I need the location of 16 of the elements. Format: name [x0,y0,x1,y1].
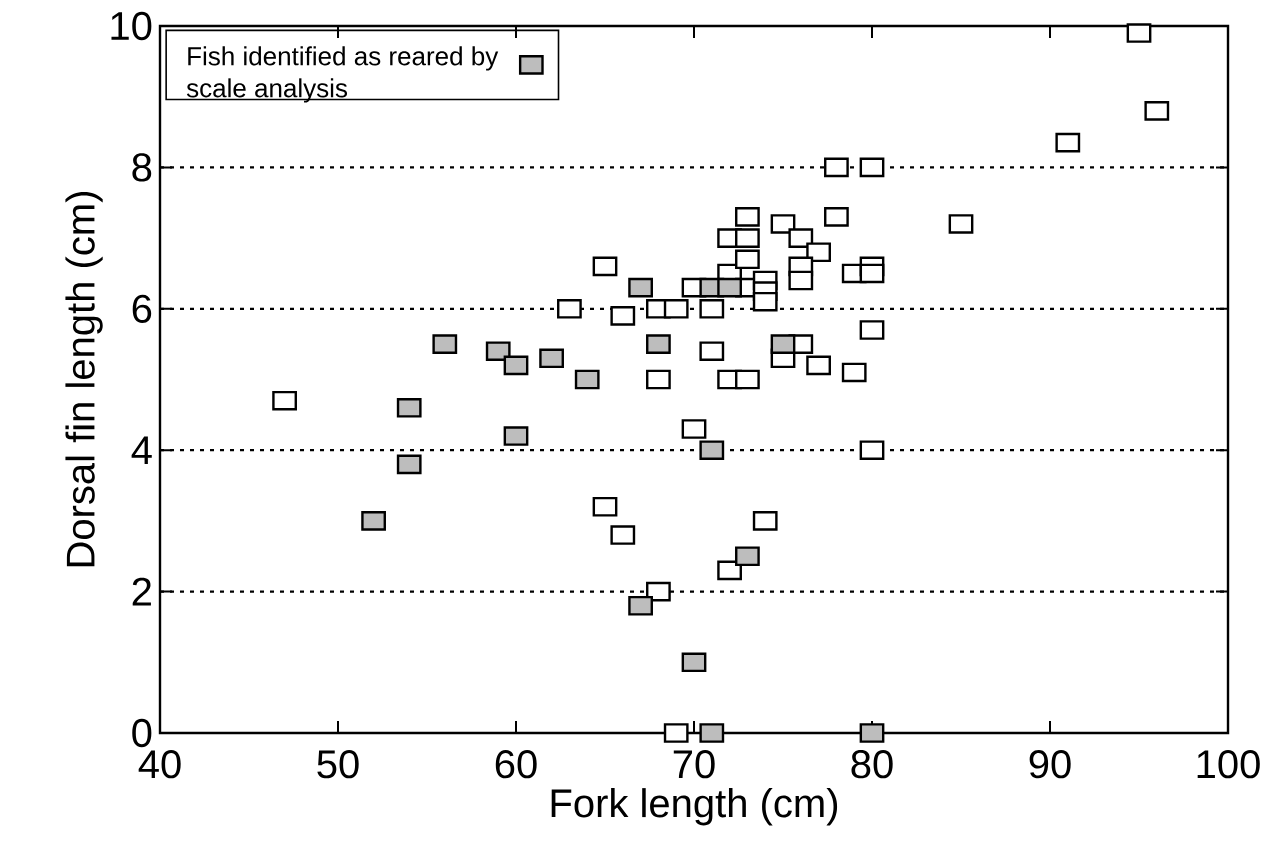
x-tick-label: 90 [1029,750,1071,779]
x-tick-label: 50 [317,750,359,779]
x-tick-label: 80 [851,750,893,779]
y-tick-label: 6 [132,294,152,323]
y-axis-title: Dorsal fin length (cm) [65,191,103,567]
legend-label: Fish identified as reared by scale analysis [186,46,499,103]
x-tick-label: 70 [673,750,715,779]
y-tick-label: 10 [111,11,152,41]
x-tick-label: 40 [138,750,181,779]
x-tick-label: 100 [1197,750,1260,779]
x-axis-title: Fork length (cm) [551,788,838,826]
y-tick-label: 8 [132,153,152,182]
x-tick-label: 60 [495,750,537,779]
y-tick-label: 2 [132,577,151,606]
y-tick-label: 4 [131,436,152,464]
y-tick-label: 0 [132,718,152,748]
